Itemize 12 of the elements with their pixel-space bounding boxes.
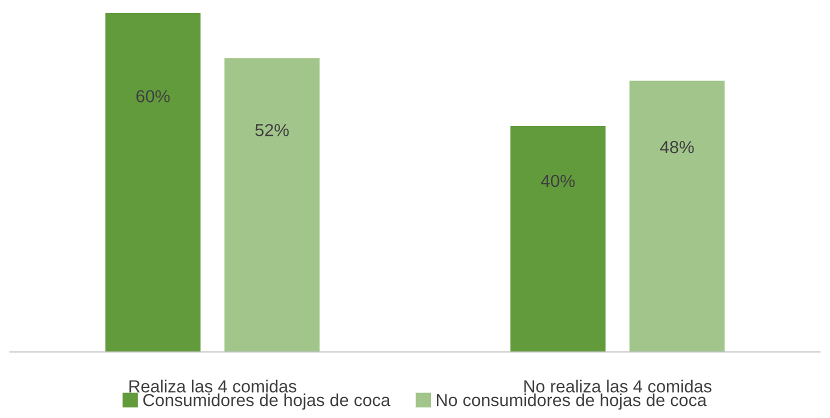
legend-label: Consumidores de hojas de coca	[143, 393, 390, 410]
data-label: 60%	[136, 90, 170, 102]
bar	[510, 126, 606, 352]
x-tick-label: No realiza las 4 comidas	[524, 380, 712, 392]
bar	[629, 80, 725, 352]
data-label: 48%	[660, 140, 694, 154]
legend-label: No consumidores de hojas de coca	[436, 393, 707, 410]
data-label: 52%	[255, 124, 289, 136]
data-label: 40%	[541, 174, 575, 188]
x-tick-label: Realiza las 4 comidas	[129, 380, 296, 392]
bar	[105, 12, 201, 352]
bar	[224, 58, 320, 352]
